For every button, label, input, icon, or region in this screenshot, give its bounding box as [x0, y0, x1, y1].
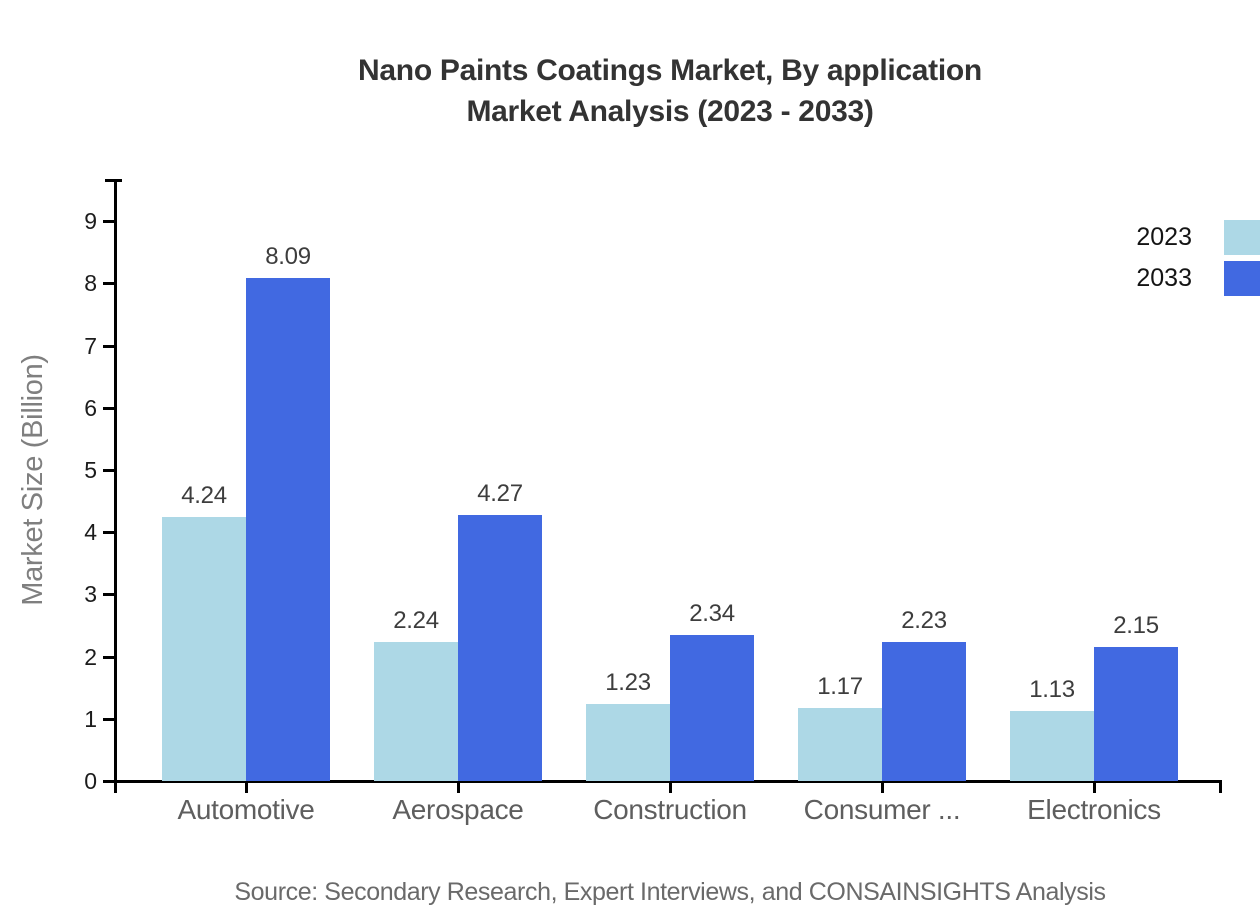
x-tick-1 — [457, 781, 460, 793]
y-tick-8 — [103, 282, 115, 285]
x-tick-3 — [881, 781, 884, 793]
x-category-label-0: Automotive — [177, 794, 315, 825]
x-category-label-1: Aerospace — [392, 794, 524, 825]
x-tick-0 — [245, 781, 248, 793]
y-tick-label-2: 2 — [84, 644, 97, 670]
legend-label-2033: 2033 — [1136, 264, 1192, 292]
x-tick-4 — [1093, 781, 1096, 793]
bar-value-label-2033-3: 2.23 — [901, 607, 947, 634]
bar-value-label-2023-2: 1.23 — [605, 669, 651, 696]
y-tick-5 — [103, 469, 115, 472]
bar-value-label-2033-4: 2.15 — [1113, 612, 1159, 639]
y-tick-label-6: 6 — [84, 395, 97, 421]
x-tick-2 — [669, 781, 672, 793]
y-axis-line — [114, 180, 117, 783]
chart-title-line1: Nano Paints Coatings Market, By applicat… — [358, 54, 982, 87]
y-tick-label-5: 5 — [84, 457, 97, 483]
x-axis-left-stub — [114, 781, 117, 793]
x-category-label-3: Consumer ... — [803, 794, 961, 825]
bar-value-label-2033-1: 4.27 — [477, 480, 523, 507]
x-category-label-4: Electronics — [1027, 794, 1161, 825]
y-tick-3 — [103, 593, 115, 596]
x-axis-line — [113, 780, 1222, 783]
legend-swatch-2023 — [1224, 220, 1260, 255]
chart-title-line2: Market Analysis (2023 - 2033) — [466, 95, 874, 128]
y-tick-4 — [103, 531, 115, 534]
y-tick-label-8: 8 — [84, 270, 97, 296]
y-tick-2 — [103, 656, 115, 659]
bar-value-label-2023-1: 2.24 — [393, 607, 439, 634]
y-tick-6 — [103, 407, 115, 410]
bar-value-label-2023-3: 1.17 — [817, 673, 863, 700]
bar-2023-3 — [798, 708, 882, 781]
y-tick-9 — [103, 220, 115, 223]
bar-2023-4 — [1010, 711, 1094, 781]
bar-2033-2 — [670, 635, 754, 781]
y-tick-label-9: 9 — [84, 208, 97, 234]
y-tick-1 — [103, 718, 115, 721]
y-tick-0 — [103, 780, 115, 783]
bar-2023-2 — [586, 704, 670, 781]
y-tick-label-3: 3 — [84, 581, 97, 607]
y-tick-label-0: 0 — [84, 768, 97, 794]
bar-2033-0 — [246, 278, 330, 781]
y-tick-7 — [103, 345, 115, 348]
x-category-label-2: Construction — [593, 794, 747, 825]
legend-label-2023: 2023 — [1136, 223, 1192, 251]
y-tick-label-1: 1 — [84, 706, 97, 732]
source-note: Source: Secondary Research, Expert Inter… — [234, 878, 1106, 906]
bar-value-label-2023-0: 4.24 — [181, 482, 227, 509]
bar-2023-0 — [162, 517, 246, 781]
y-tick-label-4: 4 — [84, 519, 97, 545]
bar-2033-1 — [458, 515, 542, 781]
bar-2033-4 — [1094, 647, 1178, 781]
bar-2033-3 — [882, 642, 966, 781]
y-axis-end-cap — [105, 179, 122, 182]
bar-2023-1 — [374, 642, 458, 781]
y-tick-label-7: 7 — [84, 333, 97, 359]
legend-swatch-2033 — [1224, 261, 1260, 296]
chart-title: Nano Paints Coatings Market, By applicat… — [40, 50, 1260, 132]
x-axis-right-stub — [1219, 781, 1222, 793]
bar-value-label-2033-0: 8.09 — [265, 243, 311, 270]
bar-value-label-2023-4: 1.13 — [1029, 676, 1075, 703]
bar-value-label-2033-2: 2.34 — [689, 600, 735, 627]
